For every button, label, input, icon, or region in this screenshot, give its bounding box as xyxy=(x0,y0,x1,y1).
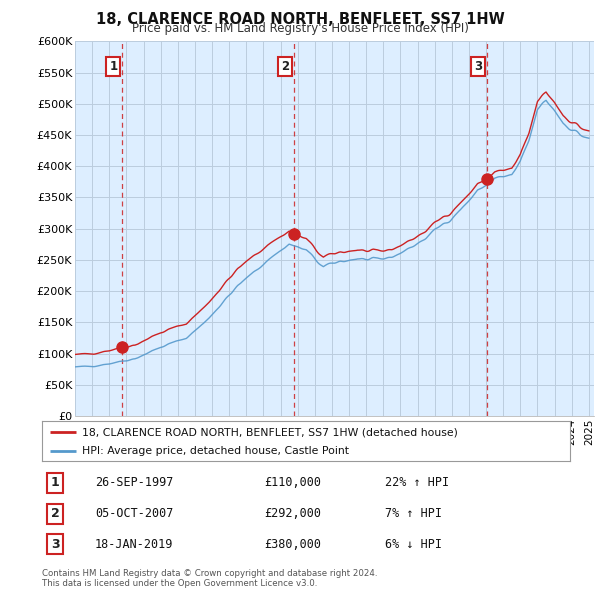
Text: 18, CLARENCE ROAD NORTH, BENFLEET, SS7 1HW: 18, CLARENCE ROAD NORTH, BENFLEET, SS7 1… xyxy=(95,12,505,27)
Text: 05-OCT-2007: 05-OCT-2007 xyxy=(95,507,173,520)
Text: 2: 2 xyxy=(281,60,289,73)
Text: 3: 3 xyxy=(51,538,59,551)
Text: £380,000: £380,000 xyxy=(264,538,321,551)
Text: 6% ↓ HPI: 6% ↓ HPI xyxy=(385,538,442,551)
Text: 3: 3 xyxy=(475,60,482,73)
Text: 7% ↑ HPI: 7% ↑ HPI xyxy=(385,507,442,520)
Text: £110,000: £110,000 xyxy=(264,476,321,489)
Text: 18, CLARENCE ROAD NORTH, BENFLEET, SS7 1HW (detached house): 18, CLARENCE ROAD NORTH, BENFLEET, SS7 1… xyxy=(82,427,457,437)
Text: 22% ↑ HPI: 22% ↑ HPI xyxy=(385,476,449,489)
Text: £292,000: £292,000 xyxy=(264,507,321,520)
Text: 26-SEP-1997: 26-SEP-1997 xyxy=(95,476,173,489)
Text: 18-JAN-2019: 18-JAN-2019 xyxy=(95,538,173,551)
Text: Price paid vs. HM Land Registry's House Price Index (HPI): Price paid vs. HM Land Registry's House … xyxy=(131,22,469,35)
Text: Contains HM Land Registry data © Crown copyright and database right 2024.
This d: Contains HM Land Registry data © Crown c… xyxy=(42,569,377,588)
Text: 1: 1 xyxy=(51,476,59,489)
Text: HPI: Average price, detached house, Castle Point: HPI: Average price, detached house, Cast… xyxy=(82,445,349,455)
Text: 2: 2 xyxy=(51,507,59,520)
Text: 1: 1 xyxy=(109,60,118,73)
